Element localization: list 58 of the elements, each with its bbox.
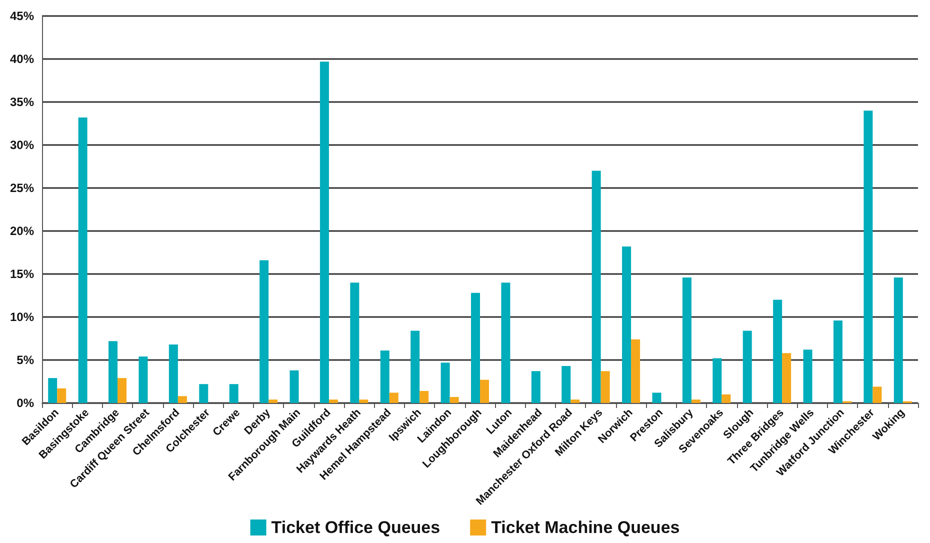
bar [118, 378, 127, 403]
y-tick-label: 45% [10, 9, 34, 23]
bar [57, 388, 66, 403]
y-tick-label: 25% [10, 181, 34, 195]
bar [290, 370, 299, 403]
legend-label: Ticket Machine Queues [491, 518, 680, 537]
bar [108, 341, 118, 403]
bar [199, 384, 208, 403]
bar [631, 339, 640, 403]
bar [722, 394, 731, 403]
y-tick-label: 10% [10, 310, 34, 324]
y-tick-label: 15% [10, 267, 34, 281]
bar [389, 392, 398, 403]
bar [268, 400, 278, 403]
bar [600, 371, 610, 403]
bar [178, 396, 187, 403]
bar [138, 356, 148, 403]
bar [350, 282, 360, 403]
bar [380, 350, 390, 403]
bar [501, 282, 510, 403]
y-tick-label: 5% [16, 353, 34, 367]
bar [894, 277, 903, 403]
bar [782, 353, 792, 403]
bar [420, 390, 429, 403]
bar [570, 400, 580, 403]
bar [78, 117, 88, 403]
bar [480, 380, 489, 403]
bar [682, 277, 692, 403]
bar [712, 358, 722, 403]
bar [742, 330, 752, 403]
bar [328, 400, 338, 403]
bar [652, 392, 662, 403]
bar [803, 350, 812, 403]
bar [872, 386, 882, 403]
bar [450, 396, 459, 403]
bar [562, 366, 571, 403]
y-tick-label: 40% [10, 52, 34, 66]
bar [471, 292, 480, 403]
legend-label: Ticket Office Queues [271, 518, 440, 537]
bar [359, 400, 368, 403]
bar [773, 300, 782, 403]
bar [622, 246, 632, 403]
bar [229, 384, 238, 403]
bar [833, 320, 842, 403]
bar [320, 62, 329, 403]
y-tick-label: 35% [10, 95, 34, 109]
bar [48, 378, 58, 403]
y-tick-label: 0% [16, 396, 34, 410]
bar [440, 362, 450, 403]
y-tick-label: 20% [10, 224, 34, 238]
bar [531, 371, 540, 403]
bar [410, 330, 420, 403]
bar [864, 110, 873, 403]
bar [691, 400, 700, 403]
y-tick-label: 30% [10, 138, 34, 152]
bar [260, 260, 269, 403]
bar [592, 170, 601, 403]
bar [168, 344, 178, 403]
